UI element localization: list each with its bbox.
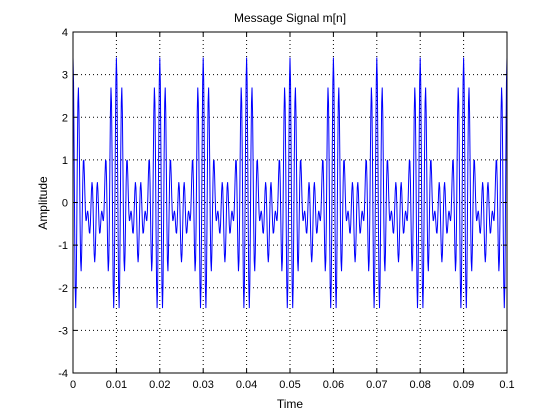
x-tick-label: 0.1 [499,379,514,391]
x-tick-label: 0.07 [366,379,387,391]
y-tick-label: -1 [58,240,68,252]
y-tick-label: 2 [62,112,68,124]
y-tick-label: -4 [58,368,68,380]
x-tick-label: 0.02 [149,379,170,391]
y-axis-label: Amplitude [36,176,50,230]
y-tick-label: 0 [62,198,68,210]
x-tick-label: 0.03 [192,379,213,391]
x-axis-label: Time [277,397,304,411]
y-tick-label: 1 [62,155,68,167]
x-tick-label: 0 [70,379,76,391]
y-tick-label: -3 [58,325,68,337]
y-tick-label: -2 [58,283,68,295]
x-tick-label: 0.08 [409,379,430,391]
x-tick-label: 0.06 [323,379,344,391]
x-tick-label: 0.09 [453,379,474,391]
x-tick-label: 0.01 [106,379,127,391]
x-tick-label: 0.05 [279,379,300,391]
chart-title: Message Signal m[n] [234,11,346,25]
x-tick-label: 0.04 [236,379,257,391]
y-tick-label: 3 [62,70,68,82]
y-tick-label: 4 [62,27,68,39]
